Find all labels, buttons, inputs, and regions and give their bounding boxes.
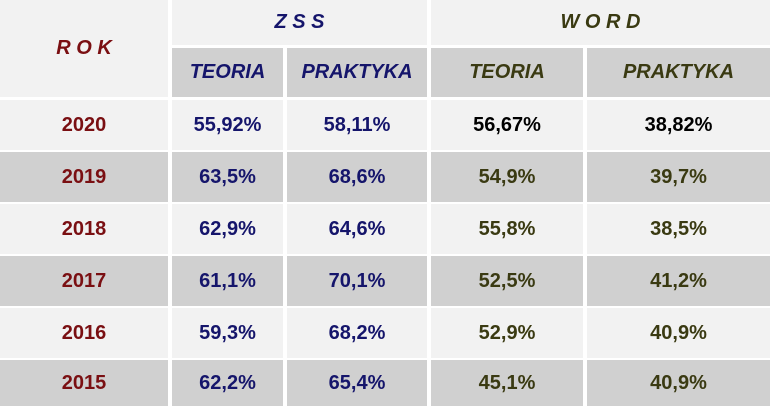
year-cell: 2016 [0, 308, 168, 358]
value-cell: 61,1% [172, 256, 283, 306]
value-cell: 62,2% [172, 360, 283, 406]
value-cell: 40,9% [587, 308, 770, 358]
column-header: PRAKTYKA [587, 48, 770, 97]
group-header: W O R D [431, 0, 770, 45]
value-cell: 68,6% [287, 152, 427, 202]
value-cell: 70,1% [287, 256, 427, 306]
value-cell: 63,5% [172, 152, 283, 202]
value-cell: 68,2% [287, 308, 427, 358]
value-cell: 41,2% [587, 256, 770, 306]
rok-header: R O K [0, 0, 168, 97]
year-cell: 2018 [0, 204, 168, 254]
year-cell: 2019 [0, 152, 168, 202]
year-cell: 2020 [0, 100, 168, 150]
value-cell: 52,9% [431, 308, 583, 358]
value-cell: 65,4% [287, 360, 427, 406]
value-cell: 40,9% [587, 360, 770, 406]
value-cell: 55,92% [172, 100, 283, 150]
value-cell: 62,9% [172, 204, 283, 254]
column-header: TEORIA [431, 48, 583, 97]
value-cell: 59,3% [172, 308, 283, 358]
value-cell: 38,5% [587, 204, 770, 254]
column-header: TEORIA [172, 48, 283, 97]
value-cell: 52,5% [431, 256, 583, 306]
value-cell: 55,8% [431, 204, 583, 254]
value-cell: 39,7% [587, 152, 770, 202]
column-header: PRAKTYKA [287, 48, 427, 97]
value-cell: 56,67% [431, 100, 583, 150]
year-cell: 2017 [0, 256, 168, 306]
group-header: Z S S [172, 0, 427, 45]
value-cell: 58,11% [287, 100, 427, 150]
value-cell: 45,1% [431, 360, 583, 406]
value-cell: 64,6% [287, 204, 427, 254]
year-cell: 2015 [0, 360, 168, 406]
value-cell: 54,9% [431, 152, 583, 202]
value-cell: 38,82% [587, 100, 770, 150]
